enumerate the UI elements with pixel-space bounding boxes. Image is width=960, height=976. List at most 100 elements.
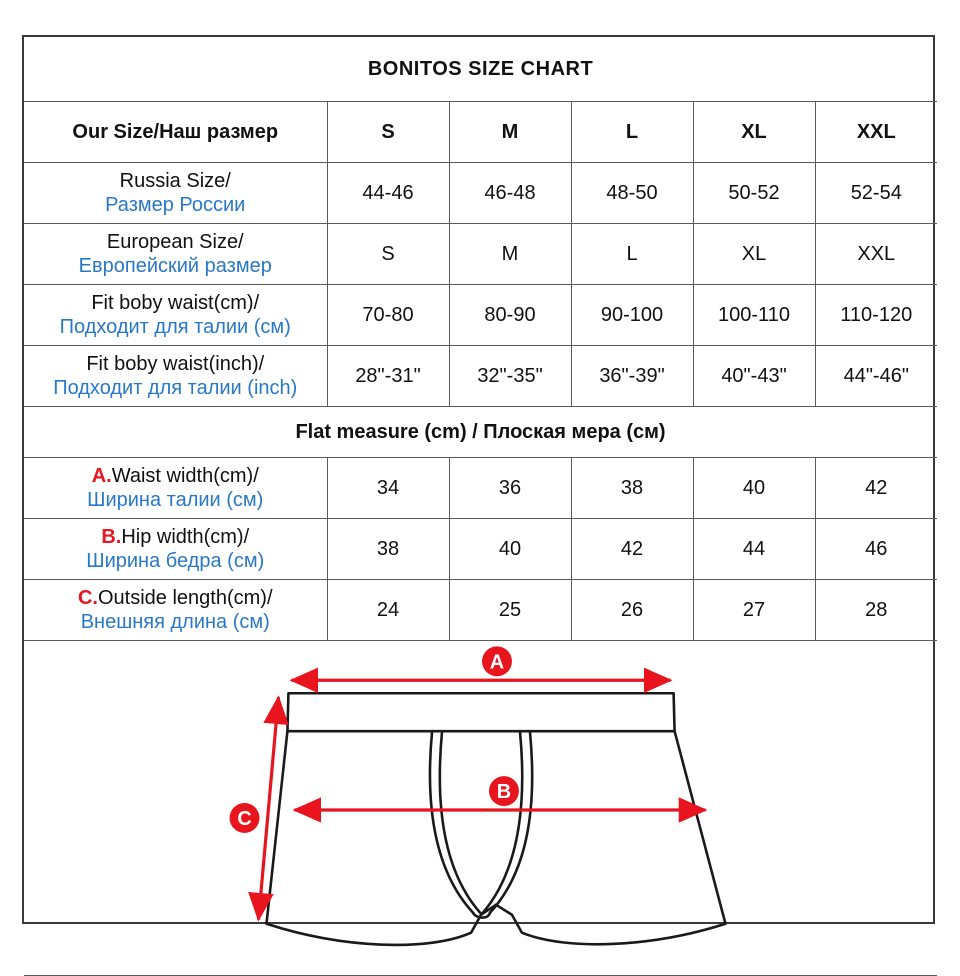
row-label-en: B.Hip width(cm)/ (27, 525, 324, 549)
cell-value: 34 (326, 457, 450, 519)
pouch-bottom-curve (471, 911, 492, 919)
badge-a-label: A (490, 651, 504, 673)
title-row: BONITOS SIZE CHART (24, 37, 938, 102)
cell-value: 70-80 (326, 284, 450, 346)
cell-value: 44 (692, 518, 816, 580)
measurement-badges: A B C (229, 646, 519, 833)
table-row: C.Outside length(cm)/ Внешняя длина (см)… (24, 579, 938, 641)
cell-value: 100-110 (692, 284, 816, 346)
row-label-ru: Подходит для талии (см) (59, 316, 291, 338)
header-row: Our Size/Наш размер S M L XL XXL (24, 101, 938, 163)
row-label-en-text: Waist width(cm)/ (111, 464, 259, 487)
cell-value: M (448, 223, 572, 285)
cell-value: 42 (814, 457, 938, 519)
boxer-briefs-illustration: A B C (229, 646, 727, 947)
cell-value: 38 (570, 457, 694, 519)
row-label-ru: Ширина талии (см) (87, 489, 264, 511)
row-label-en: A.Waist width(cm)/ (27, 464, 324, 488)
section-row: Flat measure (cm) / Плоская мера (см) (24, 406, 938, 458)
cell-value: XXL (814, 223, 938, 285)
measurement-diagram-cell: A B C (24, 640, 938, 976)
cell-value: 50-52 (692, 162, 816, 224)
header-size-s: S (326, 101, 450, 163)
row-label-en: European Size/ (106, 230, 244, 253)
cell-value: 44-46 (326, 162, 450, 224)
cell-value: 46-48 (448, 162, 572, 224)
row-label-en: Russia Size/ (119, 169, 231, 192)
cell-value: 90-100 (570, 284, 694, 346)
row-label-en: C.Outside length(cm)/ (27, 586, 324, 610)
cell-value: 42 (570, 518, 694, 580)
page-title: BONITOS SIZE CHART (24, 37, 938, 102)
cell-value: 26 (570, 579, 694, 641)
cell-value: 27 (692, 579, 816, 641)
row-label-ru: Размер России (105, 194, 246, 216)
header-size-m: M (448, 101, 572, 163)
row-label-en-text: Outside length(cm)/ (97, 586, 273, 609)
cell-value: S (326, 223, 450, 285)
cell-value: 40 (692, 457, 816, 519)
table-row: B.Hip width(cm)/ Ширина бедра (см) 38 40… (24, 518, 938, 580)
table-row: Russia Size/ Размер России 44-46 46-48 4… (24, 162, 938, 224)
pouch-seam-right-inner (480, 729, 524, 916)
header-label-our-size: Our Size/Наш размер (24, 101, 328, 163)
row-label-en: Fit boby waist(inch)/ (86, 352, 265, 375)
boxer-diagram: A B C (27, 643, 934, 973)
badge-c-circle (229, 803, 260, 833)
cell-value: 28"-31" (326, 345, 450, 407)
cell-value: XL (692, 223, 816, 285)
badge-b-circle (488, 776, 519, 807)
row-label-outside-length: C.Outside length(cm)/ Внешняя длина (см) (24, 579, 328, 641)
table-row: A.Waist width(cm)/ Ширина талии (см) 34 … (24, 457, 938, 519)
header-size-l: L (570, 101, 694, 163)
cell-value: 80-90 (448, 284, 572, 346)
cell-value: 38 (326, 518, 450, 580)
badge-c-label: C (237, 808, 251, 830)
section-title-flat-measure: Flat measure (cm) / Плоская мера (см) (24, 406, 938, 458)
row-label-ru: Европейский размер (78, 255, 272, 277)
header-size-xxl: XXL (814, 101, 938, 163)
cell-value: 32"-35" (448, 345, 572, 407)
mark-letter-c: C. (77, 586, 98, 609)
row-label-european-size: European Size/ Европейский размер (24, 223, 328, 285)
pouch-seam-left-inner (438, 729, 483, 916)
measurement-arrows (248, 667, 708, 922)
cell-value: 44"-46" (814, 345, 938, 407)
body-and-leg-openings (265, 729, 727, 947)
size-chart-table: BONITOS SIZE CHART Our Size/Наш размер S… (24, 37, 938, 976)
cell-value: 46 (814, 518, 938, 580)
badge-b-label: B (497, 781, 511, 803)
row-label-ru: Ширина бедра (см) (86, 550, 265, 572)
cell-value: 52-54 (814, 162, 938, 224)
size-chart-frame: BONITOS SIZE CHART Our Size/Наш размер S… (22, 35, 938, 976)
mark-letter-a: A. (91, 464, 112, 487)
row-label-en-text: Hip width(cm)/ (121, 525, 250, 548)
cell-value: L (570, 223, 694, 285)
row-label-ru: Внешняя длина (см) (80, 611, 270, 633)
badge-a-circle (482, 646, 512, 677)
row-label-fit-waist-inch: Fit boby waist(inch)/ Подходит для талии… (24, 345, 328, 407)
cell-value: 40 (448, 518, 572, 580)
table-row: Fit boby waist(inch)/ Подходит для талии… (24, 345, 938, 407)
waistband-shape (286, 691, 676, 733)
header-size-xl: XL (692, 101, 816, 163)
row-label-ru: Подходит для талии (inch) (53, 377, 298, 399)
row-label-waist-width: A.Waist width(cm)/ Ширина талии (см) (24, 457, 328, 519)
row-label-fit-waist-cm: Fit boby waist(cm)/ Подходит для талии (… (24, 284, 328, 346)
row-label-russia-size: Russia Size/ Размер России (24, 162, 328, 224)
cell-value: 48-50 (570, 162, 694, 224)
cell-value: 36"-39" (570, 345, 694, 407)
cell-value: 25 (448, 579, 572, 641)
pouch-seam-right-outer (488, 729, 534, 915)
cell-value: 40"-43" (692, 345, 816, 407)
cell-value: 110-120 (814, 284, 938, 346)
table-row: Fit boby waist(cm)/ Подходит для талии (… (24, 284, 938, 346)
boxer-outline (265, 691, 727, 947)
pouch-seam-left-outer (428, 729, 475, 915)
cell-value: 36 (448, 457, 572, 519)
mark-letter-b: B. (101, 525, 122, 548)
cell-value: 24 (326, 579, 450, 641)
row-label-en: Fit boby waist(cm)/ (91, 291, 260, 314)
arrow-c-outside-length (248, 695, 289, 922)
cell-value: 28 (814, 579, 938, 641)
